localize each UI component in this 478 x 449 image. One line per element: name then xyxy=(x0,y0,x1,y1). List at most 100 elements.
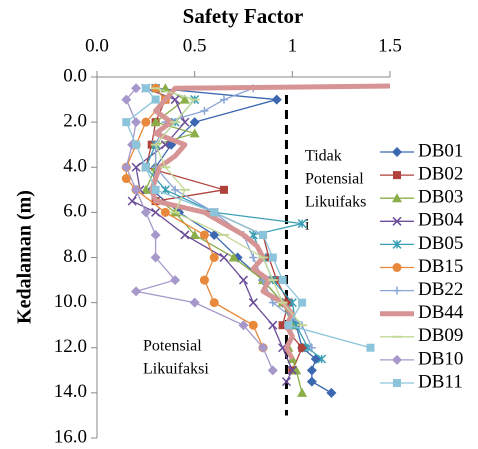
marker xyxy=(298,298,307,307)
marker xyxy=(392,239,402,249)
marker xyxy=(210,208,219,217)
y-tick-label: 10.0 xyxy=(54,291,87,312)
marker xyxy=(179,94,190,104)
marker xyxy=(238,320,249,331)
marker xyxy=(306,365,317,376)
marker xyxy=(392,193,402,203)
marker xyxy=(132,140,141,149)
annotation: Likuifaks xyxy=(305,194,366,211)
series xyxy=(150,87,308,327)
y-tick-label: 0.0 xyxy=(63,65,87,86)
marker xyxy=(287,298,297,308)
y-tick-label: 8.0 xyxy=(63,246,87,267)
marker xyxy=(189,229,200,239)
legend-label: DB03 xyxy=(418,187,463,208)
legend-label: DB15 xyxy=(418,256,463,277)
marker xyxy=(180,117,190,127)
series-line xyxy=(154,87,303,326)
marker xyxy=(317,354,327,364)
marker xyxy=(307,343,316,352)
marker xyxy=(160,140,170,150)
marker xyxy=(209,253,219,262)
y-tick-label: 16.0 xyxy=(54,426,87,447)
marker xyxy=(366,343,375,352)
marker xyxy=(180,230,190,240)
marker xyxy=(189,128,200,138)
series-line xyxy=(131,87,293,382)
y-tick-label: 6.0 xyxy=(63,201,87,222)
legend-label: DB10 xyxy=(418,348,463,369)
marker xyxy=(131,184,142,195)
marker xyxy=(150,229,161,240)
marker xyxy=(199,275,209,285)
marker xyxy=(259,230,268,239)
marker xyxy=(141,117,151,127)
marker xyxy=(297,219,307,229)
marker xyxy=(248,320,258,330)
marker xyxy=(141,163,150,172)
marker xyxy=(122,118,131,127)
marker xyxy=(151,95,160,104)
legend-label: DB05 xyxy=(418,233,463,254)
marker xyxy=(278,321,287,330)
marker xyxy=(199,230,209,240)
marker xyxy=(306,376,317,387)
series-line xyxy=(149,83,391,361)
marker xyxy=(392,216,402,226)
marker xyxy=(140,207,151,218)
x-tick-label: 0.5 xyxy=(183,35,207,56)
x-tick-label: 0.0 xyxy=(85,35,109,56)
marker xyxy=(200,106,209,115)
series xyxy=(122,84,375,352)
legend-label: DB09 xyxy=(418,325,463,346)
x-tick-label: 1 xyxy=(288,35,298,56)
marker xyxy=(258,342,269,353)
y-tick-label: 4.0 xyxy=(63,156,87,177)
marker xyxy=(284,298,293,307)
marker xyxy=(121,162,132,173)
marker xyxy=(150,252,161,263)
y-tick-label: 12.0 xyxy=(54,336,87,357)
marker xyxy=(141,84,150,93)
annotation: i xyxy=(305,217,310,234)
marker xyxy=(393,286,401,295)
marker xyxy=(131,117,142,128)
marker xyxy=(326,387,337,398)
legend-label: DB01 xyxy=(418,140,463,161)
marker xyxy=(170,95,180,105)
marker xyxy=(249,253,258,262)
legend-label: DB44 xyxy=(418,302,464,323)
marker xyxy=(131,162,141,172)
annotation: Likuifaksi xyxy=(143,361,209,378)
legend-label: DB11 xyxy=(418,371,463,392)
marker xyxy=(121,94,132,105)
marker xyxy=(151,207,161,217)
marker xyxy=(121,174,131,184)
series xyxy=(149,83,391,361)
marker xyxy=(131,83,142,94)
marker xyxy=(281,377,292,387)
y-axis-label: Kedalaman (m) xyxy=(14,190,36,324)
legend-label: DB04 xyxy=(418,210,464,231)
marker xyxy=(392,263,402,272)
series-line xyxy=(145,87,323,360)
series-line xyxy=(125,87,264,349)
marker xyxy=(127,196,137,206)
x-tick-label: 1.5 xyxy=(378,35,402,56)
marker xyxy=(160,207,170,217)
y-tick-label: 14.0 xyxy=(54,381,87,402)
annotation: Potensial xyxy=(305,171,364,188)
marker xyxy=(171,185,180,194)
marker xyxy=(271,94,282,105)
marker xyxy=(219,185,228,194)
marker xyxy=(131,286,142,297)
marker xyxy=(189,297,200,308)
marker xyxy=(238,275,249,285)
marker xyxy=(219,95,228,104)
annotation: Tidak xyxy=(305,148,342,165)
annotation: Potensial xyxy=(143,338,202,355)
marker xyxy=(393,171,401,180)
marker xyxy=(209,229,220,240)
chart-title: Safety Factor xyxy=(183,4,304,28)
